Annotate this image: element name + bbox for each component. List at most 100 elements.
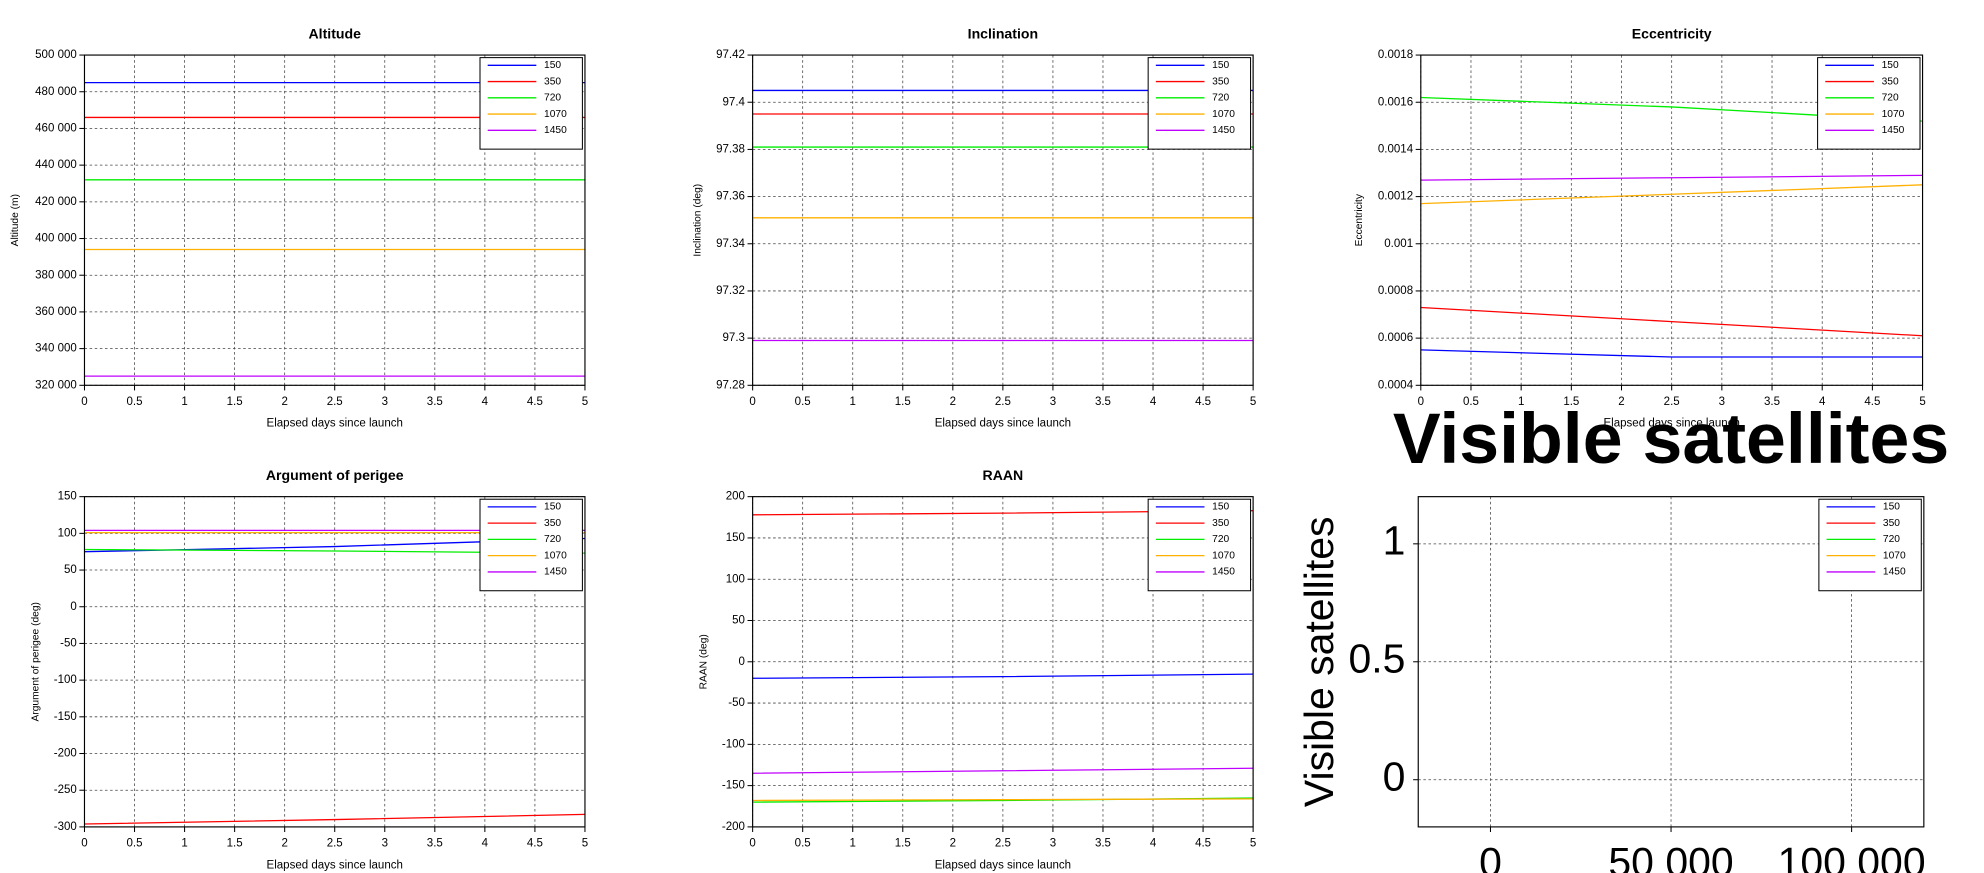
y-tick-label: 97.34 — [716, 238, 745, 250]
legend-label: 150 — [1883, 502, 1900, 513]
x-tick-label: 3 — [382, 396, 388, 408]
legend-label: 1070 — [1212, 109, 1235, 120]
legend-label: 1070 — [1882, 109, 1905, 120]
y-tick-label: 440 000 — [35, 159, 77, 171]
legend-label: 150 — [544, 502, 561, 513]
y-tick-label: 0 — [739, 656, 745, 668]
legend-label: 350 — [1883, 518, 1900, 529]
chart-panel: 97.28 97.3 97.32 97.34 97.36 97.38 97.4 97.42 0 0… — [692, 25, 1256, 429]
y-tick-label: 0.0018 — [1378, 49, 1413, 61]
y-tick-label: 50 — [64, 564, 77, 576]
legend-label: 720 — [544, 93, 561, 104]
y-tick-label: 480 000 — [35, 86, 77, 98]
y-tick-label: 100 — [726, 573, 745, 585]
data-line — [84, 813, 585, 825]
y-tick-label: 500 000 — [35, 49, 77, 61]
y-tick-label: 0 — [1383, 754, 1406, 800]
legend-label: 1070 — [1883, 550, 1906, 561]
x-tick-label: 4.5 — [1864, 396, 1880, 408]
y-axis-label: Inclination (deg) — [692, 184, 703, 257]
x-tick-label: 2 — [950, 396, 956, 408]
x-tick-label: 0.5 — [127, 838, 143, 850]
chart-title: Inclination — [968, 25, 1038, 41]
y-tick-label: 200 — [726, 491, 745, 503]
y-tick-label: 320 000 — [35, 379, 77, 391]
y-tick-label: -300 — [54, 821, 77, 833]
data-line — [1420, 174, 1923, 181]
y-tick-label: -50 — [728, 697, 745, 709]
x-tick-label: 5 — [1250, 396, 1256, 408]
data-line — [752, 798, 1254, 802]
chart-panel: -200 -150 -100 -50 0 50 100 150 200 0 0.5 1 1.5 2 2.5 3… — [699, 467, 1257, 871]
legend-box — [1817, 57, 1921, 150]
legend-label: 150 — [1882, 60, 1899, 71]
y-tick-label: 0.5 — [1349, 636, 1406, 682]
legend-box — [479, 57, 583, 150]
y-axis-label: Visible satellites — [1296, 516, 1342, 807]
x-tick-label: 1.5 — [895, 838, 911, 850]
legend-label: 350 — [1212, 518, 1229, 529]
x-tick-label: 4.5 — [1195, 838, 1211, 850]
y-tick-label: 150 — [726, 532, 745, 544]
legend-box — [1147, 498, 1252, 592]
y-tick-label: 0.0004 — [1378, 379, 1414, 391]
legend-label: 1070 — [1212, 550, 1235, 561]
y-tick-label: 0.0012 — [1378, 191, 1413, 203]
legend-label: 1070 — [544, 109, 567, 120]
x-tick-label: 4.5 — [1195, 396, 1211, 408]
plot-frame — [752, 496, 1254, 828]
legend-box — [479, 498, 583, 592]
plot-frame — [1417, 496, 1925, 828]
chart-title: Argument of perigee — [266, 467, 404, 483]
x-tick-label: 1.5 — [895, 396, 911, 408]
chart-panel: -300 -250 -200 -150 -100 -50 0 50 100 150 0 0.5 1 1.5… — [31, 467, 589, 871]
x-tick-label: 3.5 — [427, 838, 443, 850]
x-tick-label: 1.5 — [227, 396, 243, 408]
legend-label: 1450 — [544, 125, 567, 136]
legend-label: 720 — [1882, 93, 1899, 104]
x-tick-label: 0 — [81, 396, 87, 408]
legend-label: 720 — [1212, 93, 1229, 104]
x-tick-label: 2 — [950, 838, 956, 850]
x-tick-label: 5 — [582, 396, 588, 408]
legend-box — [1147, 57, 1252, 150]
x-tick-label: 50 000 — [1608, 839, 1733, 873]
x-tick-label: 4 — [1150, 396, 1157, 408]
data-line — [1420, 306, 1923, 337]
y-tick-label: -150 — [722, 780, 745, 792]
y-tick-label: -100 — [722, 738, 745, 750]
y-tick-label: 380 000 — [35, 269, 77, 281]
x-tick-label: 0 — [1479, 839, 1502, 873]
x-tick-label: 1 — [1518, 396, 1524, 408]
plot-frame — [83, 54, 586, 386]
legend-label: 350 — [544, 76, 561, 87]
x-axis-label: Elapsed days since launch — [935, 418, 1071, 430]
x-tick-label: 2 — [1618, 396, 1624, 408]
data-line — [752, 673, 1254, 679]
y-tick-label: -100 — [54, 674, 77, 686]
x-tick-label: 3 — [1050, 838, 1056, 850]
chart-title: RAAN — [983, 467, 1024, 483]
x-tick-label: 3.5 — [1095, 396, 1111, 408]
x-axis-label: Elapsed days since launch — [1604, 418, 1740, 430]
y-tick-label: 97.38 — [716, 143, 745, 155]
x-tick-label: 3 — [382, 838, 388, 850]
x-tick-label: 1 — [850, 838, 856, 850]
x-axis-label: Elapsed days since launch — [267, 418, 403, 430]
x-tick-label: 3 — [1719, 396, 1725, 408]
y-tick-label: 97.28 — [716, 379, 745, 391]
x-tick-label: 2.5 — [1664, 396, 1680, 408]
y-tick-label: 97.32 — [716, 285, 745, 297]
y-tick-label: 0 — [70, 601, 76, 613]
x-tick-label: 4.5 — [527, 396, 543, 408]
y-tick-label: 97.42 — [716, 49, 745, 61]
x-tick-label: 1.5 — [1563, 396, 1579, 408]
x-tick-label: 0 — [1418, 396, 1424, 408]
y-tick-label: 97.3 — [723, 332, 745, 344]
data-line — [1420, 184, 1923, 205]
legend-label: 350 — [544, 518, 561, 529]
x-tick-label: 1 — [181, 396, 187, 408]
y-tick-label: 0.0006 — [1378, 332, 1413, 344]
x-tick-label: 2 — [281, 396, 287, 408]
legend-label: 150 — [1212, 60, 1229, 71]
